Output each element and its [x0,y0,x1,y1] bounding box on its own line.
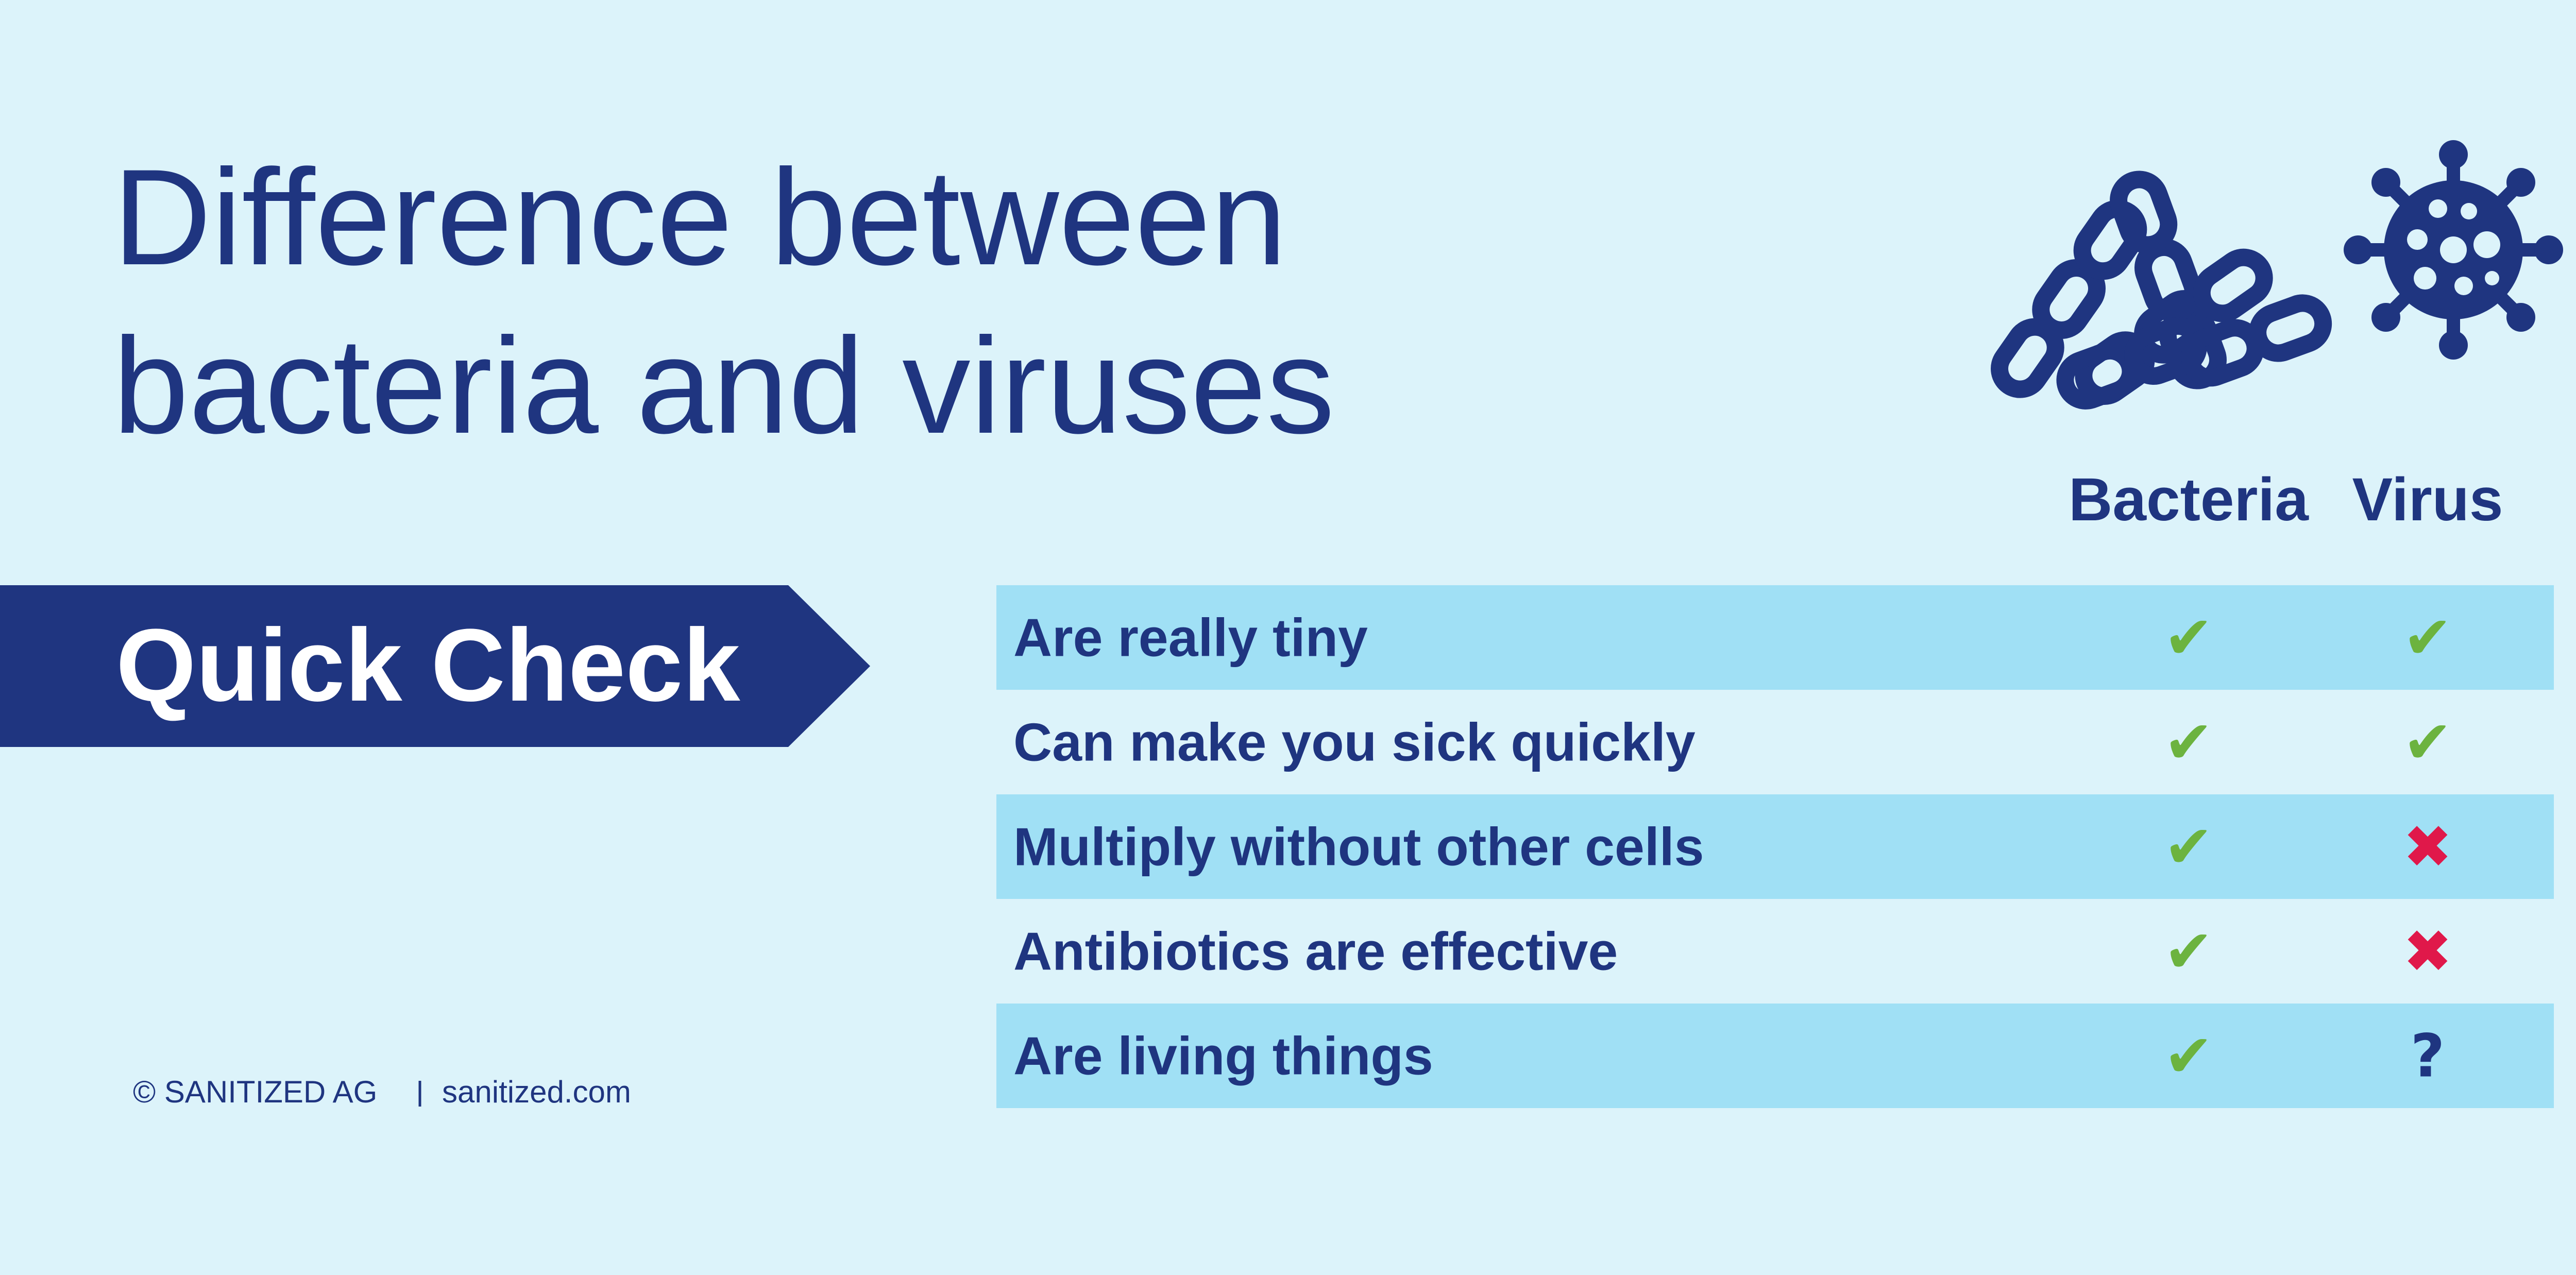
row-background [996,794,2554,899]
cell-mark: ✔ [2164,708,2213,777]
row-background [996,1004,2554,1108]
row-label: Are really tiny [1013,608,1368,668]
row-label: Multiply without other cells [1013,818,1704,877]
column-header: Bacteria [2069,466,2309,534]
table: Bacteria Virus Are really tiny ✔ ✔ Can make y… [996,466,2554,1108]
bacteria-icon [1991,171,2332,410]
banner-label: Quick Check [116,608,740,723]
cell-mark: ✔ [2164,1022,2213,1091]
cell-mark: ✔ [2164,604,2213,673]
cell-mark: ✖ [2403,813,2452,882]
cell-mark: ✔ [2164,813,2213,882]
cell-mark: ✖ [2403,917,2452,987]
row-label: Can make you sick quickly [1013,713,1696,773]
cell-mark: ✔ [2403,604,2452,673]
virus-icon [2344,140,2563,360]
column-header: Virus [2352,466,2503,534]
banner-shape [0,585,870,747]
row-background [996,585,2554,690]
title-line: Difference between [113,141,1287,294]
footer-website: sanitized.com [442,1075,631,1109]
title-line: bacteria and viruses [113,310,1335,462]
cell-mark: ? [2411,1022,2445,1091]
cell-mark: ✔ [2164,917,2213,987]
row-label: Are living things [1013,1027,1433,1086]
cell-mark: ✔ [2403,708,2452,777]
row-label: Antibiotics are effective [1013,922,1618,982]
footer-company: © SANITIZED AG [133,1075,377,1109]
